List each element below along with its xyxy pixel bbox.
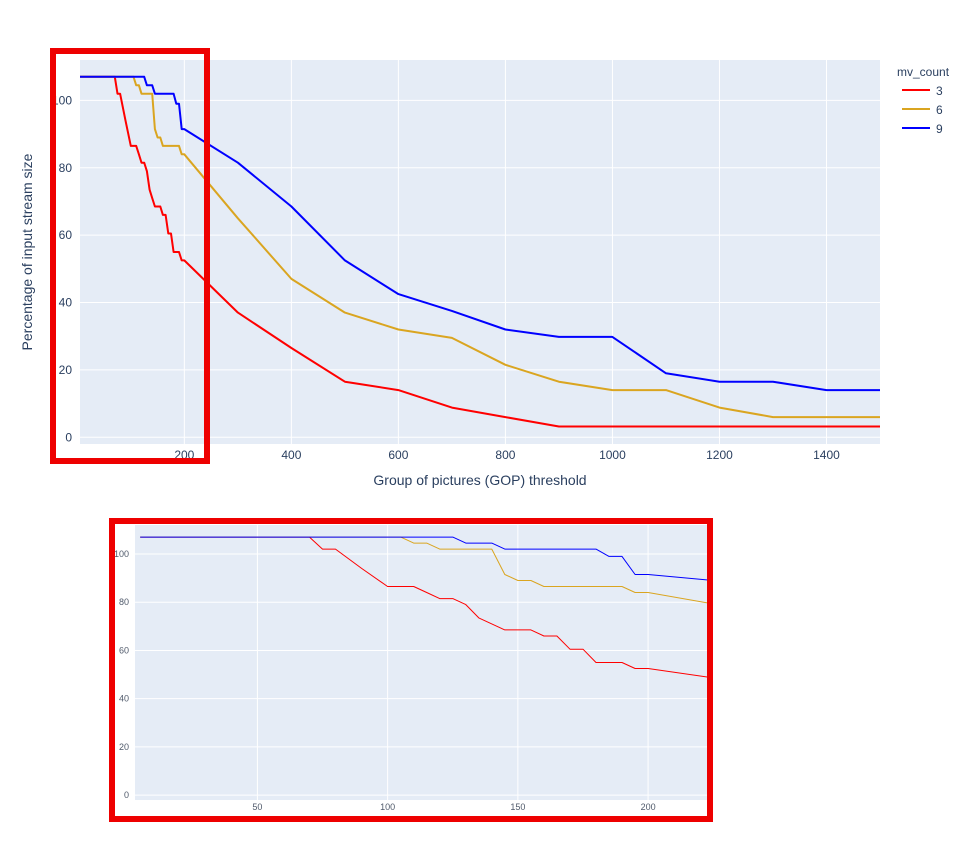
main-grid — [80, 60, 880, 444]
x-tick-label: 200 — [641, 802, 656, 812]
legend-item-3[interactable]: 3 — [902, 84, 943, 98]
zoom-series — [140, 536, 708, 678]
y-tick-label: 20 — [59, 363, 73, 377]
x-tick-label: 1200 — [706, 448, 733, 462]
legend-item-9[interactable]: 9 — [902, 122, 943, 136]
x-axis-title: Group of pictures (GOP) threshold — [373, 472, 586, 488]
y-tick-label: 40 — [59, 296, 73, 310]
x-tick-label: 800 — [495, 448, 515, 462]
series-line-6 — [80, 75, 880, 419]
y-tick-label: 80 — [119, 597, 129, 607]
series-line-9 — [80, 75, 880, 392]
main-plot-background — [80, 60, 880, 444]
main-x-tick-labels: 200 400 600 800 1000 1200 1400 — [174, 448, 840, 462]
series-line-6 — [140, 536, 708, 604]
y-tick-label: 60 — [59, 228, 73, 242]
legend-label-9: 9 — [936, 122, 943, 136]
x-tick-label: 150 — [510, 802, 525, 812]
y-tick-label: 100 — [114, 549, 129, 559]
y-tick-label: 100 — [52, 93, 72, 107]
series-line-3 — [140, 536, 708, 678]
legend-title: mv_count — [897, 65, 950, 79]
legend-label-3: 3 — [936, 84, 943, 98]
highlight-box-main — [50, 48, 210, 464]
zoom-grid — [135, 525, 708, 800]
legend-label-6: 6 — [936, 103, 943, 117]
series-line-9 — [140, 536, 708, 581]
y-tick-label: 20 — [119, 742, 129, 752]
x-tick-label: 1400 — [813, 448, 840, 462]
y-tick-label: 0 — [65, 430, 72, 444]
y-tick-label: 60 — [119, 645, 129, 655]
main-y-tick-labels: 0 20 40 60 80 100 — [52, 93, 72, 444]
main-series — [80, 75, 880, 428]
x-tick-label: 400 — [281, 448, 301, 462]
y-tick-label: 80 — [59, 161, 73, 175]
x-tick-label: 600 — [388, 448, 408, 462]
y-tick-label: 40 — [119, 694, 129, 704]
zoom-x-tick-labels: 50 100 150 200 — [252, 802, 655, 812]
zoom-chart: 50 100 150 200 0 20 40 60 80 100 — [114, 525, 708, 812]
highlight-box-zoom — [109, 518, 713, 822]
legend: mv_count 3 6 9 — [897, 65, 950, 136]
legend-item-6[interactable]: 6 — [902, 103, 943, 117]
zoom-y-tick-labels: 0 20 40 60 80 100 — [114, 549, 129, 800]
x-tick-label: 1000 — [599, 448, 626, 462]
x-tick-label: 100 — [380, 802, 395, 812]
x-tick-label: 50 — [252, 802, 262, 812]
y-axis-title: Percentage of input stream size — [19, 153, 35, 350]
series-line-3 — [80, 75, 880, 428]
y-tick-label: 0 — [124, 790, 129, 800]
